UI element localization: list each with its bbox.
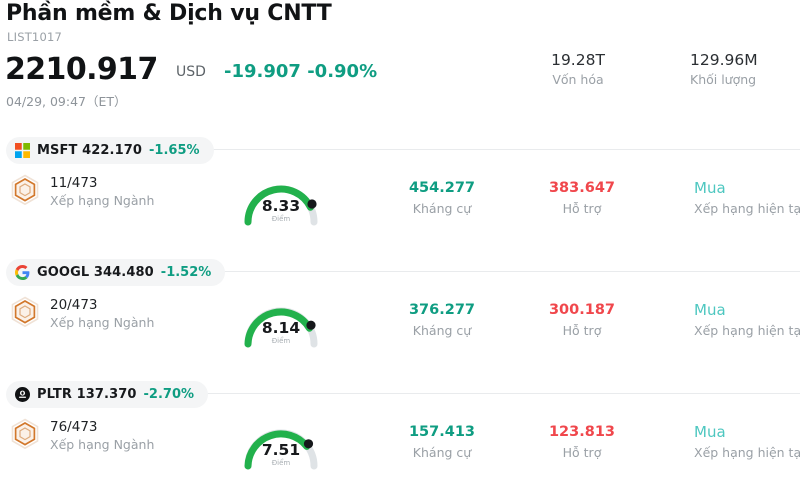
resistance-value: 376.277 <box>408 302 476 318</box>
score-label: Điểm <box>271 459 291 467</box>
score-value: 7.51 <box>261 441 301 459</box>
resistance-cell: 454.277 Kháng cự <box>372 178 512 218</box>
resistance-cell: 376.277 Kháng cự <box>372 300 512 340</box>
support-value: 383.647 <box>548 180 616 196</box>
resistance-label: Kháng cự <box>412 201 472 216</box>
support-cell: 300.187 Hỗ trợ <box>512 300 652 340</box>
index-price: 2210.917 <box>5 52 158 87</box>
stat-market-cap: 19.28T Vốn hóa <box>505 50 651 89</box>
industry-rank: 11/473 Xếp hạng Ngành <box>10 174 154 210</box>
support-label: Hỗ trợ <box>562 323 602 338</box>
rating-label: Xếp hạng hiện tại <box>694 201 800 216</box>
list-code: LIST1017 <box>7 30 62 44</box>
rating-cell: Mua Xếp hạng hiện tại <box>694 178 800 218</box>
resistance-cell: 157.413 Kháng cự <box>372 422 512 462</box>
score-gauge: 8.33 Điểm <box>240 180 322 232</box>
support-cell: 123.813 Hỗ trợ <box>512 422 652 462</box>
resistance-label: Kháng cự <box>412 445 472 460</box>
ticker-symbol-price: GOOGL 344.480 <box>37 265 154 280</box>
row-divider <box>160 393 800 394</box>
ticker-symbol-price: PLTR 137.370 <box>37 387 137 402</box>
hexagon-medal-icon <box>10 418 40 454</box>
rating-label: Xếp hạng hiện tại <box>694 445 800 460</box>
rank-value: 76/473 <box>50 419 98 435</box>
rank-text: 76/473 Xếp hạng Ngành <box>50 418 154 454</box>
rank-text: 11/473 Xếp hạng Ngành <box>50 174 154 210</box>
support-value: 300.187 <box>548 302 616 318</box>
hexagon-medal-icon <box>10 174 40 210</box>
score-value: 8.14 <box>261 319 301 337</box>
currency-label: USD <box>176 64 206 80</box>
score-gauge: 8.14 Điểm <box>240 302 322 354</box>
score-gauge: 7.51 Điểm <box>240 424 322 476</box>
rank-text: 20/473 Xếp hạng Ngành <box>50 296 154 332</box>
rating-cell: Mua Xếp hạng hiện tại <box>694 300 800 340</box>
rank-value: 11/473 <box>50 175 98 191</box>
volume-value: 129.96M <box>690 51 758 69</box>
rating-value: Mua <box>694 179 726 197</box>
stock-row[interactable]: PLTR 137.370 -2.70% 76/473 Xếp hạng Ngàn… <box>0 366 800 488</box>
ticker-chip[interactable]: MSFT 422.170 -1.65% <box>6 137 214 164</box>
rating-value: Mua <box>694 423 726 441</box>
resistance-value: 454.277 <box>408 180 476 196</box>
ticker-chip[interactable]: PLTR 137.370 -2.70% <box>6 381 209 408</box>
resistance-label: Kháng cự <box>412 323 472 338</box>
industry-rank: 20/473 Xếp hạng Ngành <box>10 296 154 332</box>
support-label: Hỗ trợ <box>562 445 602 460</box>
row-divider <box>160 149 800 150</box>
google-logo <box>15 265 30 280</box>
rank-label: Xếp hạng Ngành <box>50 193 155 208</box>
industry-rank: 76/473 Xếp hạng Ngành <box>10 418 154 454</box>
market-cap-label: Vốn hóa <box>552 72 604 87</box>
score-label: Điểm <box>271 337 291 345</box>
support-cell: 383.647 Hỗ trợ <box>512 178 652 218</box>
list-header: Phần mềm & Dịch vụ CNTT LIST1017 2210.91… <box>0 0 800 122</box>
row-divider <box>160 271 800 272</box>
rank-label: Xếp hạng Ngành <box>50 437 155 452</box>
rank-value: 20/473 <box>50 297 98 313</box>
ticker-chip[interactable]: GOOGL 344.480 -1.52% <box>6 259 226 286</box>
rating-value: Mua <box>694 301 726 319</box>
stat-volume: 129.96M Khối lượng <box>665 50 800 89</box>
ticker-percent: -1.52% <box>160 265 212 280</box>
page-title: Phần mềm & Dịch vụ CNTT <box>6 1 332 26</box>
rank-label: Xếp hạng Ngành <box>50 315 155 330</box>
stock-row[interactable]: MSFT 422.170 -1.65% 11/473 Xếp hạng Ngàn… <box>0 122 800 244</box>
index-change: -19.907 -0.90% <box>224 61 378 82</box>
stock-row[interactable]: GOOGL 344.480 -1.52% 20/473 Xếp hạng Ngà… <box>0 244 800 366</box>
hexagon-medal-icon <box>10 296 40 332</box>
resistance-value: 157.413 <box>408 424 476 440</box>
market-cap-value: 19.28T <box>551 51 605 69</box>
ticker-symbol-price: MSFT 422.170 <box>37 143 143 158</box>
ticker-percent: -2.70% <box>143 387 195 402</box>
rating-cell: Mua Xếp hạng hiện tại <box>694 422 800 462</box>
volume-label: Khối lượng <box>690 72 757 87</box>
ticker-percent: -1.65% <box>149 143 200 158</box>
support-value: 123.813 <box>548 424 616 440</box>
microsoft-logo <box>15 143 30 158</box>
support-label: Hỗ trợ <box>562 201 602 216</box>
palantir-logo <box>15 387 30 402</box>
quote-timestamp: 04/29, 09:47（ET） <box>6 94 127 109</box>
score-label: Điểm <box>271 215 291 223</box>
score-value: 8.33 <box>261 197 301 215</box>
rating-label: Xếp hạng hiện tại <box>694 323 800 338</box>
